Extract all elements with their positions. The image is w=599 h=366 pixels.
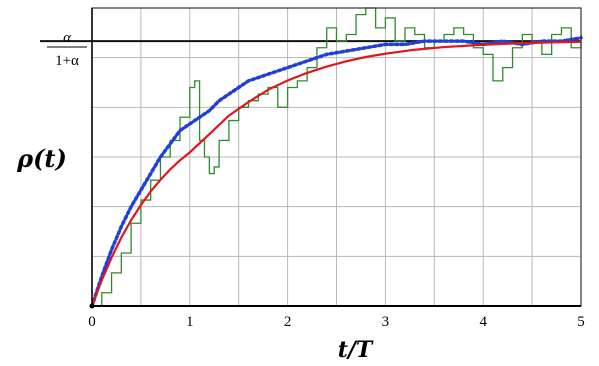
series-line-blue-dotted [90, 36, 583, 308]
x-tick-label: 4 [479, 314, 487, 330]
x-tick-label: 0 [88, 314, 96, 330]
asymptote-label-numerator: α [63, 30, 72, 46]
series-line-red-solid [90, 40, 582, 307]
x-tick-label: 5 [577, 314, 585, 330]
x-tick-labels: 0 1 2 3 4 5 [88, 314, 585, 330]
series-group [90, 7, 583, 308]
series-line-green-stepped [92, 7, 582, 307]
y-axis-label: ρ(t) [16, 144, 67, 173]
x-tick-label: 3 [382, 314, 390, 330]
plot-frame [89, 7, 582, 309]
x-axis-label: t/T [338, 337, 374, 363]
asymptote-label-denominator: 1+α [55, 53, 79, 69]
x-tick-label: 1 [186, 314, 194, 330]
grid [92, 8, 581, 306]
origin-dot [89, 303, 95, 309]
x-tick-label: 2 [284, 314, 292, 330]
